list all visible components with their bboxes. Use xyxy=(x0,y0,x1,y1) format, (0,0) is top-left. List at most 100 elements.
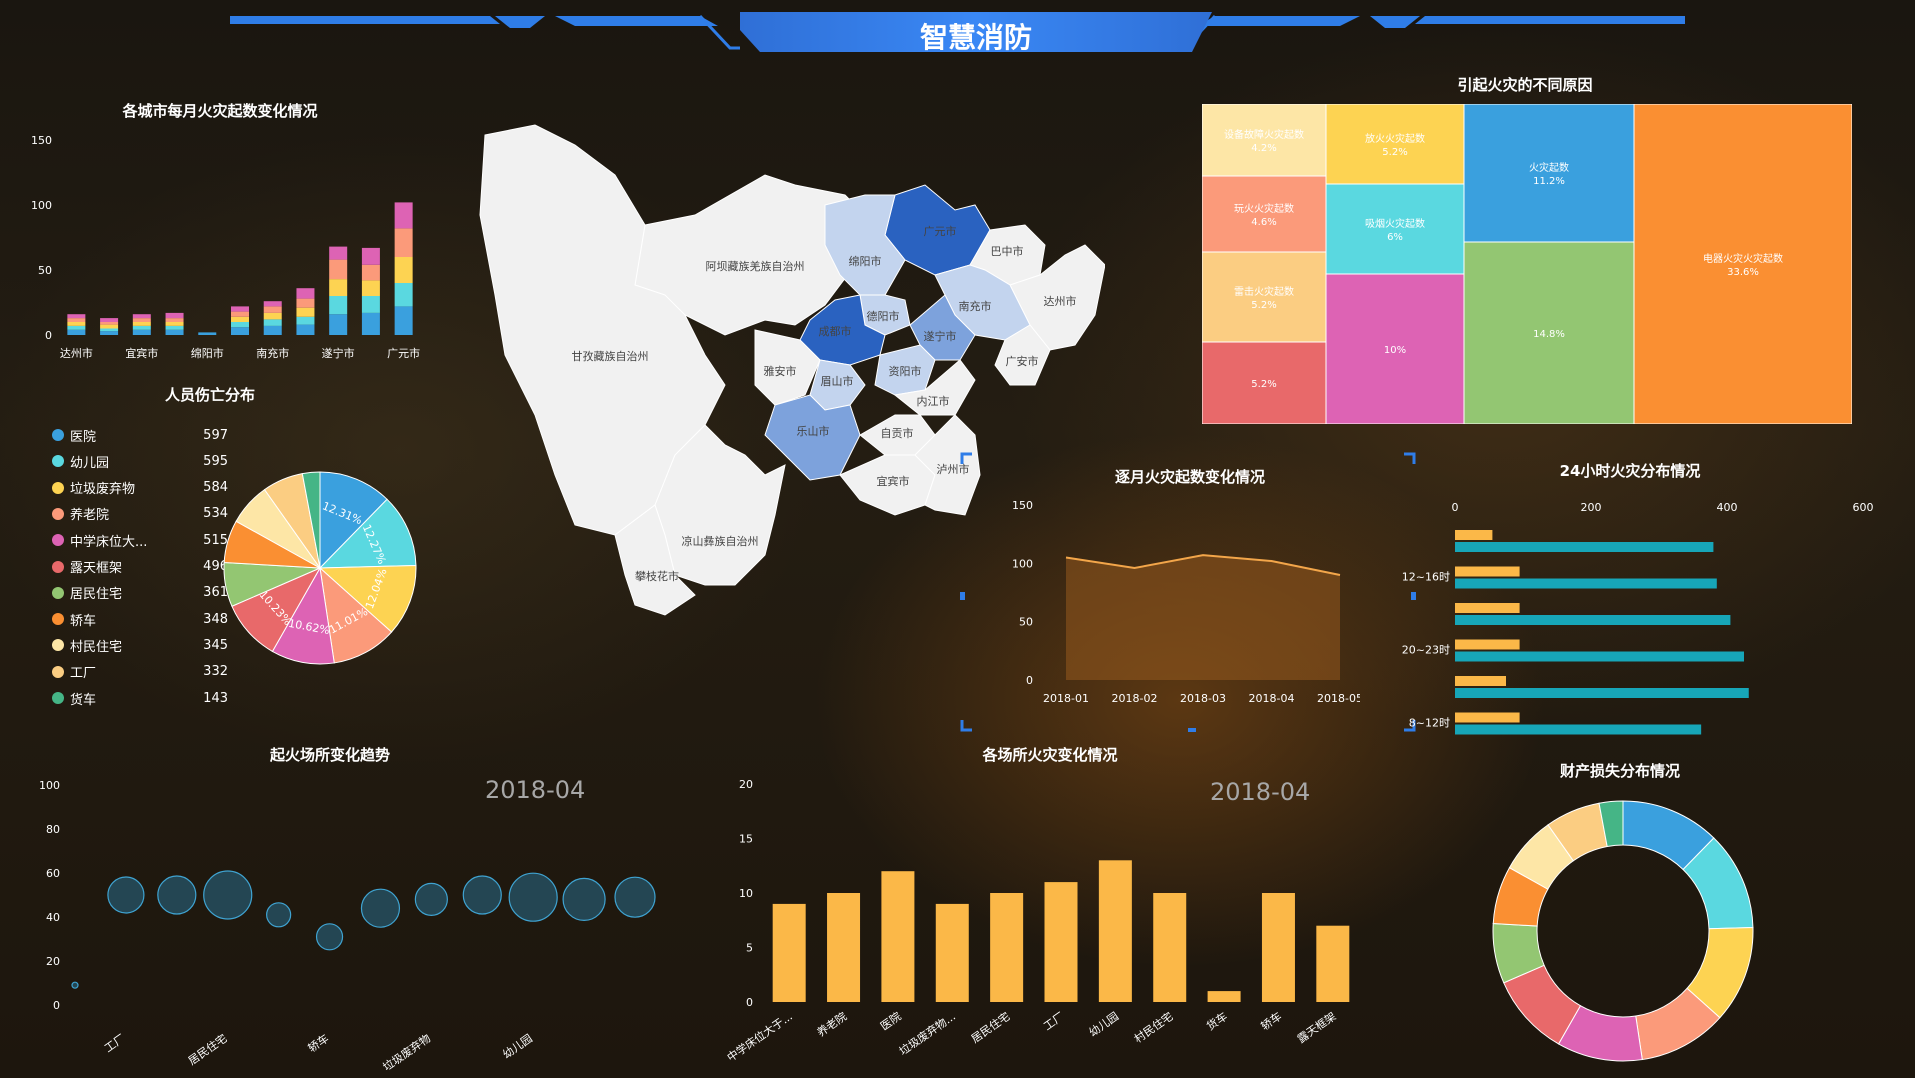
bar-segment xyxy=(361,247,380,265)
monthly-trend-title: 逐月火灾起数变化情况 xyxy=(1114,468,1265,486)
x-tick-label: 货车 xyxy=(1204,1009,1230,1033)
legend-value: 332 xyxy=(203,664,228,680)
monthly-by-city-title: 各城市每月火灾起数变化情况 xyxy=(122,102,318,120)
treemap-cell[interactable] xyxy=(1325,273,1465,424)
treemap-cell[interactable] xyxy=(1325,104,1465,185)
legend-item[interactable]: 居民住宅 361 xyxy=(52,580,228,606)
bar-segment xyxy=(231,327,249,335)
map-region[interactable] xyxy=(914,414,981,516)
legend-item[interactable]: 轿车 348 xyxy=(52,606,228,632)
y-tick-label: 100 xyxy=(31,199,52,212)
hbar xyxy=(1455,542,1714,552)
map-region-label: 凉山彝族自治州 xyxy=(682,534,759,548)
legend-swatch xyxy=(52,692,64,704)
legend-item[interactable]: 养老院 534 xyxy=(52,501,228,527)
bar-segment xyxy=(263,312,282,320)
monthly-trend-chart: 0 50 100 150 2018-01 2018-02 2018-03 2018-04 201… xyxy=(1012,499,1360,705)
y-tick-label: 20 xyxy=(46,955,60,968)
x-tick-label: 南充市 xyxy=(256,346,289,360)
treemap-cell[interactable] xyxy=(1202,104,1327,177)
bar-segment xyxy=(296,288,315,299)
treemap-cell[interactable] xyxy=(1202,251,1327,343)
treemap-cell-label: 电器火灾火灾起数 xyxy=(1703,252,1783,265)
map-region[interactable] xyxy=(654,424,786,586)
hbar xyxy=(1455,724,1702,735)
treemap-cell[interactable] xyxy=(1325,183,1465,275)
legend-item[interactable]: 医院 597 xyxy=(52,422,228,448)
bar-segment xyxy=(361,312,380,335)
map-region[interactable] xyxy=(994,324,1051,386)
map-region-label: 宜宾市 xyxy=(877,474,910,488)
treemap-cell-label: 放火火灾起数 xyxy=(1365,132,1425,145)
map-region-label: 内江市 xyxy=(917,394,950,408)
area-fill xyxy=(1066,555,1340,680)
map-region-label: 眉山市 xyxy=(821,374,854,388)
treemap-cell[interactable] xyxy=(1633,104,1852,424)
legend-swatch xyxy=(52,613,64,626)
legend-item[interactable]: 村民住宅 345 xyxy=(52,632,228,658)
legend-value: 597 xyxy=(203,427,228,443)
bar-segment xyxy=(165,312,184,319)
x-tick-label: 达州市 xyxy=(60,346,93,360)
map-region-label: 南充市 xyxy=(959,299,992,313)
map-region-label: 自贡市 xyxy=(881,426,914,440)
map-region-label: 德阳市 xyxy=(867,309,900,323)
map-region[interactable] xyxy=(764,394,861,481)
area-line xyxy=(1065,554,1341,576)
legend-label: 露天框架 xyxy=(70,561,123,576)
bar xyxy=(772,903,806,1002)
scatter-point xyxy=(360,888,401,928)
y-tick-label: 50 xyxy=(38,264,52,277)
treemap-cell[interactable] xyxy=(1463,241,1635,424)
treemap-cell[interactable] xyxy=(1463,104,1635,243)
bar xyxy=(1316,925,1350,1002)
header: 智慧消防 xyxy=(0,0,1915,70)
pie-slice xyxy=(319,471,388,570)
y-tick-label: 20 xyxy=(739,778,753,791)
bar xyxy=(1207,991,1241,1002)
bar-segment xyxy=(296,298,315,308)
causes-title: 引起火灾的不同原因 xyxy=(1457,76,1593,94)
hbar xyxy=(1455,639,1520,650)
hbar xyxy=(1455,615,1731,625)
x-tick-label: 幼儿园 xyxy=(500,1032,534,1062)
legend-swatch xyxy=(52,507,64,520)
scatter-point xyxy=(614,876,656,918)
place-fire-title: 各场所火灾变化情况 xyxy=(982,746,1118,764)
bar-segment xyxy=(67,322,86,326)
treemap-cell-label: 玩火火灾起数 xyxy=(1234,202,1294,215)
bar-segment xyxy=(132,314,151,319)
y-tick-label: 60 xyxy=(46,867,60,880)
map-region[interactable] xyxy=(614,504,696,616)
hbar xyxy=(1455,676,1506,686)
map-region-label: 资阳市 xyxy=(889,364,922,378)
map-region[interactable] xyxy=(754,329,821,406)
bar xyxy=(1153,893,1187,1002)
legend-item[interactable]: 露天框架 496 xyxy=(52,554,228,580)
hourly-title: 24小时火灾分布情况 xyxy=(1559,462,1701,480)
scatter-point xyxy=(462,875,502,915)
bar-segment xyxy=(394,202,413,229)
x-tick-label: 2018-05 xyxy=(1317,692,1360,705)
legend-item[interactable]: 工厂 332 xyxy=(52,659,228,685)
y-tick-label: 10 xyxy=(739,887,753,900)
legend-item[interactable]: 中学床位大... 515 xyxy=(52,527,228,553)
y-tick-label: 0 xyxy=(45,329,52,342)
y-tick-label: 8~12时 xyxy=(1409,717,1450,730)
bar-segment xyxy=(394,228,413,257)
causes-treemap: 设备故障火灾起数 4.2% 玩火火灾起数 4.6% 雷击火灾起数 5.2% 5.2% 放火火灾… xyxy=(1202,104,1852,424)
legend-item[interactable]: 垃圾废弃物 584 xyxy=(52,475,228,501)
legend-value: 143 xyxy=(203,690,228,706)
monthly-by-city-chart: 0 50 100 150 达州市 宜宾市 绵阳市 南充市 遂宁市 广元市 xyxy=(31,134,420,360)
bar-segment xyxy=(198,332,217,335)
bar-segment xyxy=(67,318,86,322)
bar-segment xyxy=(361,296,380,313)
legend-item[interactable]: 货车 143 xyxy=(52,685,228,711)
map-region[interactable] xyxy=(824,194,906,296)
legend-item[interactable]: 幼儿园 595 xyxy=(52,448,228,474)
legend-label: 轿车 xyxy=(70,613,97,629)
x-tick-label: 垃圾废弃物... xyxy=(896,1009,958,1058)
bar xyxy=(1261,893,1295,1002)
property-loss-donut xyxy=(1492,800,1754,1062)
map-region-label: 阿坝藏族羌族自治州 xyxy=(706,259,805,273)
